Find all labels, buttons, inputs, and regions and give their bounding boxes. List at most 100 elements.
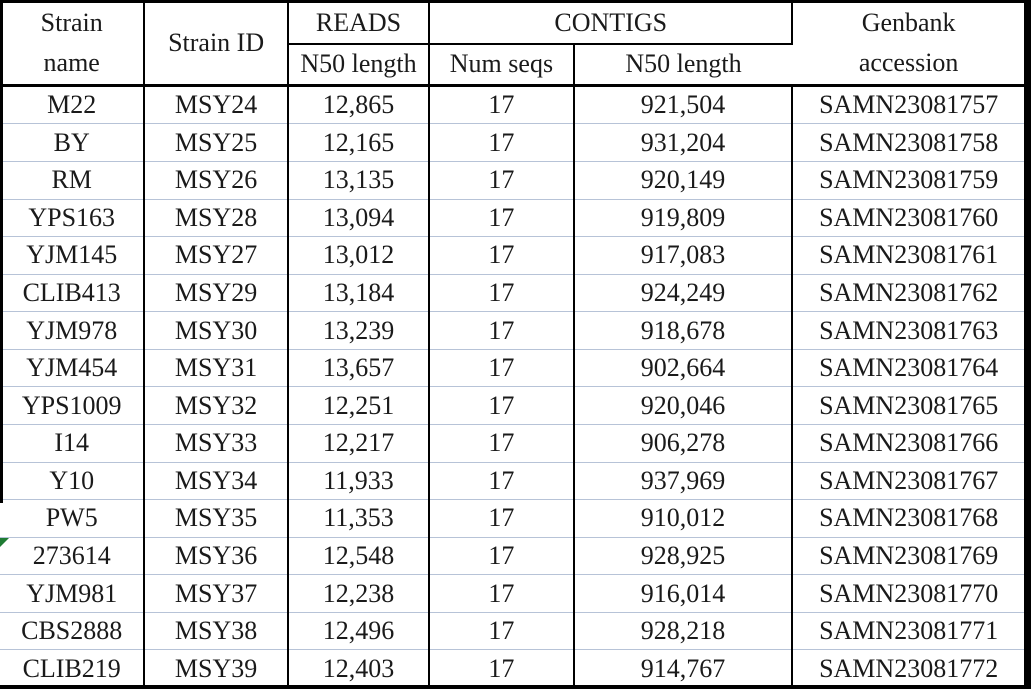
cell-strain-name[interactable]: YJM981 (0, 574, 146, 613)
cell-strain-name[interactable]: YJM145 (0, 236, 146, 275)
cell-reads-n50-length[interactable]: 12,496 (287, 612, 431, 651)
cell-contigs-n50-length[interactable]: 916,014 (573, 574, 794, 613)
cell-genbank-accession[interactable]: SAMN23081765 (792, 386, 1024, 426)
cell-genbank-accession[interactable]: SAMN23081772 (819, 653, 999, 683)
cell-strain-id[interactable]: MSY28 (144, 199, 289, 238)
cell-reads-n50-length[interactable]: 12,865 (287, 85, 431, 125)
cell-contigs-num-seqs[interactable]: 17 (429, 349, 575, 388)
cell-reads-n50-length[interactable]: 13,184 (287, 274, 431, 313)
cell-strain-id[interactable]: MSY26 (144, 161, 289, 200)
cell-genbank-accession[interactable]: SAMN23081768 (792, 499, 1024, 538)
cell-contigs-num-seqs[interactable]: 17 (429, 386, 575, 426)
cell-strain-id[interactable]: MSY39 (144, 649, 289, 685)
cell-contigs-n50-length[interactable]: 906,278 (573, 424, 794, 463)
header-contigs-n50-length[interactable]: N50 length (573, 44, 793, 87)
cell-contigs-n50-length[interactable]: 921,504 (573, 85, 794, 125)
cell-contigs-n50-length[interactable]: 928,218 (573, 612, 794, 651)
cell-contigs-n50-length[interactable]: 928,925 (573, 537, 794, 576)
cell-contigs-n50-length[interactable]: 917,083 (573, 236, 794, 275)
cell-strain-name[interactable]: CBS2888 (0, 612, 146, 651)
header-reads-n50-length[interactable]: N50 length (287, 44, 431, 87)
cell-strain-name[interactable]: YJM978 (0, 311, 146, 350)
cell-strain-id[interactable]: MSY30 (144, 311, 289, 350)
cell-contigs-n50-length[interactable]: 902,664 (573, 349, 794, 388)
cell-strain-id[interactable]: MSY33 (144, 424, 289, 463)
cell-genbank-accession[interactable]: SAMN23081763 (792, 311, 1024, 350)
cell-contigs-n50-length[interactable]: 910,012 (573, 499, 794, 538)
cell-genbank-accession[interactable]: SAMN23081766 (792, 424, 1024, 463)
cell-strain-name[interactable]: YJM454 (0, 349, 146, 388)
header-contigs-group[interactable]: CONTIGS (429, 3, 794, 46)
cell-contigs-n50-length[interactable]: 920,149 (573, 161, 794, 200)
cell-genbank-accession[interactable]: SAMN23081770 (792, 574, 1024, 613)
cell-genbank-accession[interactable]: SAMN23081761 (792, 236, 1024, 275)
cell-strain-name[interactable]: I14 (0, 424, 146, 463)
cell-contigs-n50-length[interactable]: 914,767 (573, 649, 794, 685)
cell-contigs-num-seqs[interactable]: 17 (429, 274, 575, 313)
cell-genbank-accession[interactable]: SAMN23081759 (792, 161, 1024, 200)
cell-reads-n50-length[interactable]: 11,353 (287, 499, 431, 538)
cell-contigs-num-seqs[interactable]: 17 (429, 424, 575, 463)
cell-contigs-num-seqs[interactable]: 17 (429, 462, 575, 501)
cell-genbank-accession[interactable]: SAMN23081767 (792, 462, 1024, 501)
cell-strain-name[interactable]: CLIB219 (0, 649, 146, 685)
cell-strain-id[interactable]: MSY38 (144, 612, 289, 651)
cell-reads-n50-length[interactable]: 13,135 (287, 161, 431, 200)
cell-reads-n50-length[interactable]: 12,403 (287, 649, 431, 685)
cell-contigs-num-seqs[interactable]: 17 (429, 574, 575, 613)
cell-contigs-num-seqs[interactable]: 17 (429, 85, 575, 125)
header-reads-group[interactable]: READS (287, 3, 431, 46)
cell-contigs-n50-length[interactable]: 918,678 (573, 311, 794, 350)
cell-contigs-num-seqs[interactable]: 17 (429, 649, 575, 685)
cell-strain-id[interactable]: MSY35 (144, 499, 289, 538)
cell-strain-id[interactable]: MSY24 (144, 85, 289, 125)
cell-contigs-n50-length[interactable]: 919,809 (573, 199, 794, 238)
header-strain-id[interactable]: Strain ID (144, 3, 289, 87)
cell-strain-name[interactable]: YPS1009 (0, 386, 146, 426)
cell-genbank-accession[interactable]: SAMN23081757 (792, 85, 1024, 125)
cell-strain-id[interactable]: MSY27 (144, 236, 289, 275)
cell-reads-n50-length[interactable]: 12,548 (287, 537, 431, 576)
cell-genbank-accession[interactable]: SAMN23081771 (792, 612, 1024, 651)
cell-strain-name[interactable]: BY (0, 123, 146, 162)
cell-contigs-num-seqs[interactable]: 17 (429, 612, 575, 651)
cell-strain-name[interactable]: Y10 (0, 462, 146, 501)
cell-reads-n50-length[interactable]: 12,165 (287, 123, 431, 162)
header-genbank-accession[interactable]: Genbank accession (792, 3, 1024, 87)
cell-contigs-n50-length[interactable]: 920,046 (573, 386, 794, 426)
cell-genbank-accession[interactable]: SAMN23081769 (792, 537, 1024, 576)
cell-strain-name[interactable]: YPS163 (0, 199, 146, 238)
cell-strain-id[interactable]: MSY29 (144, 274, 289, 313)
cell-reads-n50-length[interactable]: 12,251 (287, 386, 431, 426)
cell-strain-id[interactable]: MSY31 (144, 349, 289, 388)
cell-contigs-num-seqs[interactable]: 17 (429, 311, 575, 350)
cell-genbank-accession[interactable]: SAMN23081764 (792, 349, 1024, 388)
cell-genbank-accession[interactable]: SAMN23081760 (792, 199, 1024, 238)
cell-reads-n50-length[interactable]: 13,657 (287, 349, 431, 388)
cell-reads-n50-length[interactable]: 11,933 (287, 462, 431, 501)
cell-reads-n50-length[interactable]: 12,238 (287, 574, 431, 613)
cell-strain-name[interactable]: RM (0, 161, 146, 200)
cell-reads-n50-length[interactable]: 13,012 (287, 236, 431, 275)
cell-strain-id[interactable]: MSY34 (144, 462, 289, 501)
cell-contigs-num-seqs[interactable]: 17 (429, 123, 575, 162)
cell-strain-name[interactable]: PW5 (0, 499, 146, 538)
cell-reads-n50-length[interactable]: 12,217 (287, 424, 431, 463)
cell-contigs-n50-length[interactable]: 924,249 (573, 274, 794, 313)
cell-strain-name[interactable]: CLIB413 (0, 274, 146, 313)
header-contigs-num-seqs[interactable]: Num seqs (429, 44, 575, 87)
cell-strain-name[interactable]: 273614 (0, 537, 146, 576)
cell-contigs-n50-length[interactable]: 937,969 (573, 462, 794, 501)
cell-strain-id[interactable]: MSY36 (144, 537, 289, 576)
cell-contigs-n50-length[interactable]: 931,204 (573, 123, 794, 162)
cell-strain-id[interactable]: MSY32 (144, 386, 289, 426)
header-strain-name[interactable]: Strain name (0, 3, 146, 87)
cell-strain-id[interactable]: MSY37 (144, 574, 289, 613)
cell-contigs-num-seqs[interactable]: 17 (429, 199, 575, 238)
cell-contigs-num-seqs[interactable]: 17 (429, 236, 575, 275)
cell-strain-id[interactable]: MSY25 (144, 123, 289, 162)
cell-genbank-accession[interactable]: SAMN23081758 (792, 123, 1024, 162)
cell-contigs-num-seqs[interactable]: 17 (429, 161, 575, 200)
cell-contigs-num-seqs[interactable]: 17 (429, 537, 575, 576)
cell-genbank-accession[interactable]: SAMN23081762 (792, 274, 1024, 313)
